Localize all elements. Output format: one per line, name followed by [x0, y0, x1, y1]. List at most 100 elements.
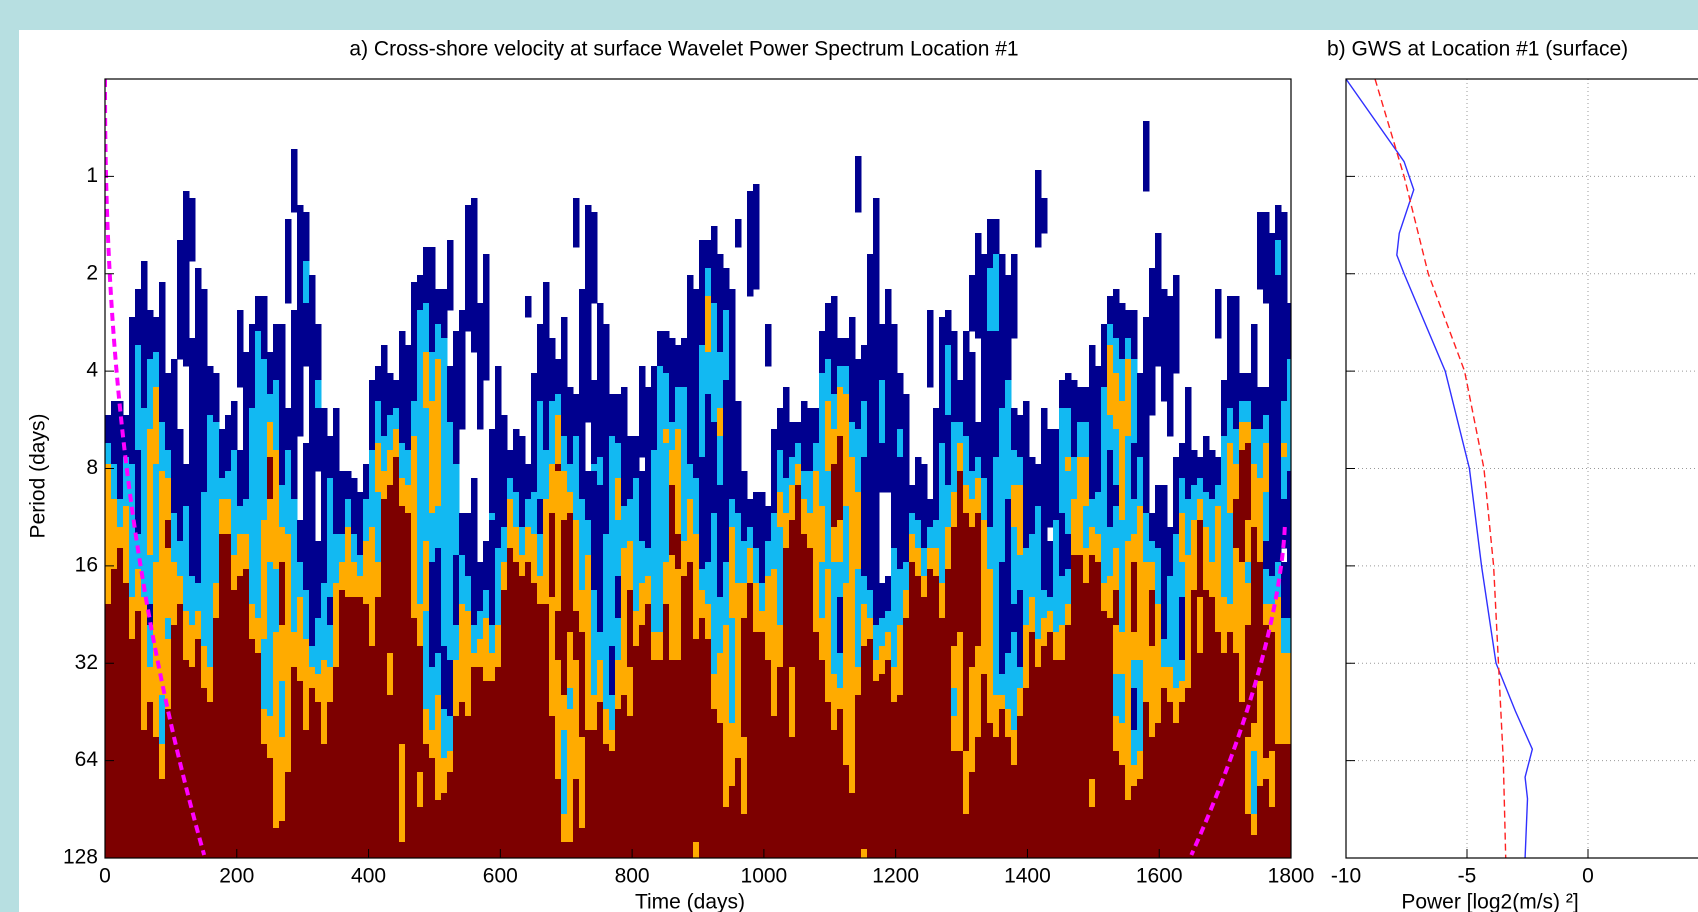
- contour-cell: [243, 422, 250, 430]
- contour-cell: [405, 478, 412, 486]
- contour-cell: [861, 569, 880, 577]
- contour-cell: [1179, 527, 1186, 535]
- contour-cell: [489, 492, 508, 500]
- contour-cell: [819, 387, 832, 395]
- contour-cell: [549, 541, 556, 549]
- contour-cell: [549, 576, 556, 584]
- contour-cell: [753, 618, 778, 626]
- contour-cell: [891, 639, 898, 647]
- contour-cell: [1137, 597, 1150, 605]
- contour-cell: [291, 583, 304, 591]
- contour-cell: [1059, 520, 1066, 528]
- contour-cell: [561, 443, 568, 451]
- contour-cell: [303, 282, 310, 290]
- contour-cell: [1131, 464, 1138, 472]
- contour-cell: [627, 646, 652, 654]
- contour-cell: [891, 492, 928, 500]
- contour-cell: [855, 653, 862, 661]
- contour-cell: [729, 674, 736, 682]
- contour-cell: [159, 359, 166, 367]
- contour-cell: [723, 387, 736, 395]
- contour-cell: [1239, 422, 1252, 430]
- contour-cell: [417, 499, 430, 507]
- contour-cell: [927, 576, 940, 584]
- contour-cell: [207, 457, 220, 465]
- contour-cell: [1227, 338, 1240, 346]
- contour-cell: [951, 534, 982, 542]
- contour-cell: [627, 597, 634, 605]
- contour-cell: [1149, 618, 1156, 626]
- contour-cell: [903, 450, 910, 458]
- contour-cell: [603, 660, 610, 668]
- contour-cell: [675, 387, 688, 395]
- contour-cell: [1155, 541, 1174, 549]
- contour-cell: [417, 576, 424, 584]
- contour-cell: [699, 380, 724, 388]
- contour-cell: [891, 513, 910, 521]
- contour-cell: [843, 513, 850, 521]
- contour-cell: [105, 695, 142, 703]
- contour-cell: [291, 681, 304, 689]
- contour-cell: [105, 639, 142, 647]
- contour-cell: [1215, 604, 1252, 612]
- contour-cell: [171, 618, 178, 626]
- contour-cell: [849, 401, 862, 409]
- contour-cell: [1065, 611, 1072, 619]
- contour-cell: [1101, 548, 1114, 556]
- contour-cell: [441, 639, 460, 647]
- contour-cell: [231, 569, 244, 577]
- contour-cell: [1125, 611, 1132, 619]
- contour-cell: [309, 436, 340, 444]
- contour-cell: [105, 485, 112, 493]
- chart-title: b) GWS at Location #1 (surface): [1327, 38, 1628, 61]
- contour-cell: [231, 562, 250, 570]
- contour-cell: [399, 485, 418, 493]
- contour-cell: [1215, 548, 1222, 556]
- contour-cell: [1137, 436, 1150, 444]
- contour-cell: [525, 520, 538, 528]
- contour-cell: [117, 520, 124, 528]
- contour-cell: [315, 695, 334, 703]
- contour-cell: [219, 590, 250, 598]
- contour-cell: [471, 688, 550, 696]
- contour-cell: [1281, 478, 1288, 486]
- contour-cell: [615, 499, 622, 507]
- contour-cell: [633, 576, 646, 584]
- contour-cell: [1275, 254, 1282, 262]
- contour-cell: [1257, 527, 1264, 535]
- contour-cell: [831, 387, 838, 395]
- contour-cell: [1059, 443, 1072, 451]
- contour-cell: [1263, 492, 1270, 500]
- contour-cell: [417, 618, 424, 626]
- contour-cell: [657, 401, 670, 409]
- contour-cell: [441, 492, 460, 500]
- contour-cell: [711, 618, 736, 626]
- contour-cell: [939, 317, 952, 325]
- contour-cell: [273, 457, 280, 465]
- contour-cell: [945, 394, 952, 402]
- contour-cell: [753, 569, 760, 577]
- contour-cell: [1269, 443, 1282, 451]
- contour-cell: [741, 709, 772, 717]
- contour-cell: [891, 597, 904, 605]
- contour-cell: [681, 548, 700, 556]
- contour-cell: [861, 604, 868, 612]
- contour-cell: [603, 709, 610, 717]
- contour-cell: [255, 317, 268, 325]
- contour-cell: [501, 562, 508, 570]
- contour-cell: [687, 296, 706, 304]
- contour-cell: [609, 478, 616, 486]
- contour-cell: [729, 583, 748, 591]
- contour-cell: [1251, 618, 1264, 626]
- contour-cell: [267, 576, 280, 584]
- contour-cell: [165, 534, 172, 542]
- contour-cell: [699, 247, 718, 255]
- contour-cell: [375, 534, 382, 542]
- contour-cell: [177, 618, 184, 626]
- contour-cell: [585, 254, 598, 262]
- contour-cell: [1173, 548, 1180, 556]
- contour-cell: [243, 443, 250, 451]
- contour-cell: [519, 499, 526, 507]
- contour-cell: [927, 541, 946, 549]
- contour-cell: [1131, 352, 1138, 360]
